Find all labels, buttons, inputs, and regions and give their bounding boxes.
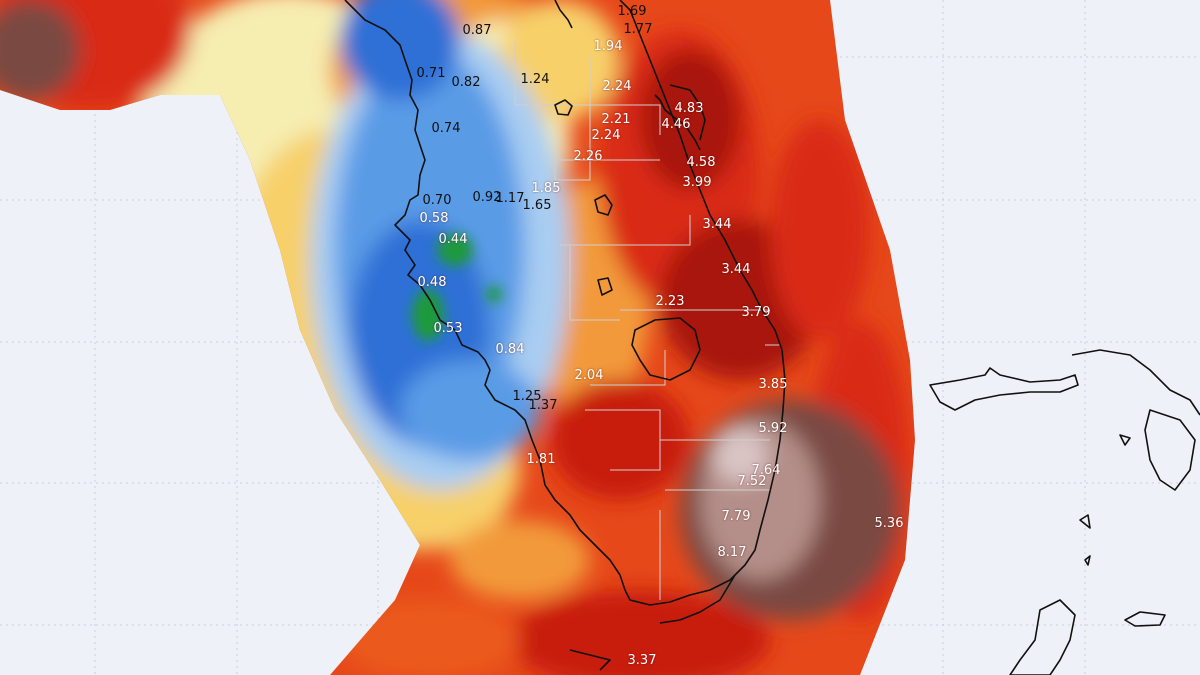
rainfall-total-label: 2.26 [573,149,603,164]
rainfall-total-label: 7.64 [751,463,781,478]
rainfall-total-label: 3.85 [758,377,788,392]
rainfall-total-label: 7.52 [737,474,767,489]
rainfall-total-label: 0.82 [451,75,481,90]
rainfall-total-label: 0.53 [433,321,463,336]
rainfall-total-label: 0.58 [419,211,449,226]
rainfall-total-label: 1.81 [526,452,556,467]
rainfall-total-label: 1.65 [522,198,552,213]
county-lines [514,40,780,600]
rainfall-total-label: 2.23 [655,294,685,309]
rainfall-total-label: 0.48 [417,275,447,290]
rainfall-total-label: 3.37 [627,653,657,668]
coastline [344,0,1200,675]
rainfall-total-label: 0.92 [472,190,502,205]
rainfall-total-label: 2.24 [602,79,632,94]
rainfall-total-label: 1.17 [495,191,525,206]
rainfall-total-label: 1.94 [593,39,623,54]
rainfall-total-label: 5.36 [874,516,904,531]
rainfall-total-label: 3.44 [702,217,732,232]
rainfall-total-label: 3.79 [741,305,771,320]
rainfall-total-label: 0.74 [431,121,461,136]
rainfall-total-label: 4.58 [686,155,716,170]
rainfall-total-label: 0.71 [416,66,446,81]
rainfall-total-label: 1.24 [520,72,550,87]
rainfall-total-label: 0.70 [422,193,452,208]
rainfall-total-label: 0.87 [462,23,492,38]
rainfall-total-label: 1.25 [512,389,542,404]
rainfall-total-label: 2.24 [591,128,621,143]
rainfall-total-label: 1.85 [531,181,561,196]
rainfall-total-label: 1.37 [528,398,558,413]
rainfall-total-label: 8.17 [717,545,747,560]
rainfall-total-label: 1.77 [623,22,653,37]
rainfall-total-label: 4.83 [674,101,704,116]
rainfall-total-label: 3.44 [721,262,751,277]
rainfall-total-label: 3.99 [682,175,712,190]
rainfall-total-label: 2.04 [574,368,604,383]
rainfall-total-label: 7.79 [721,509,751,524]
rainfall-total-label: 2.21 [601,112,631,127]
rainfall-shading [0,0,915,675]
rainfall-total-label: 5.92 [758,421,788,436]
rainfall-total-label: 1.69 [617,4,647,19]
rainfall-total-label: 4.46 [661,117,691,132]
rainfall-total-label: 0.44 [438,232,468,247]
rainfall-total-label: 0.84 [495,342,525,357]
